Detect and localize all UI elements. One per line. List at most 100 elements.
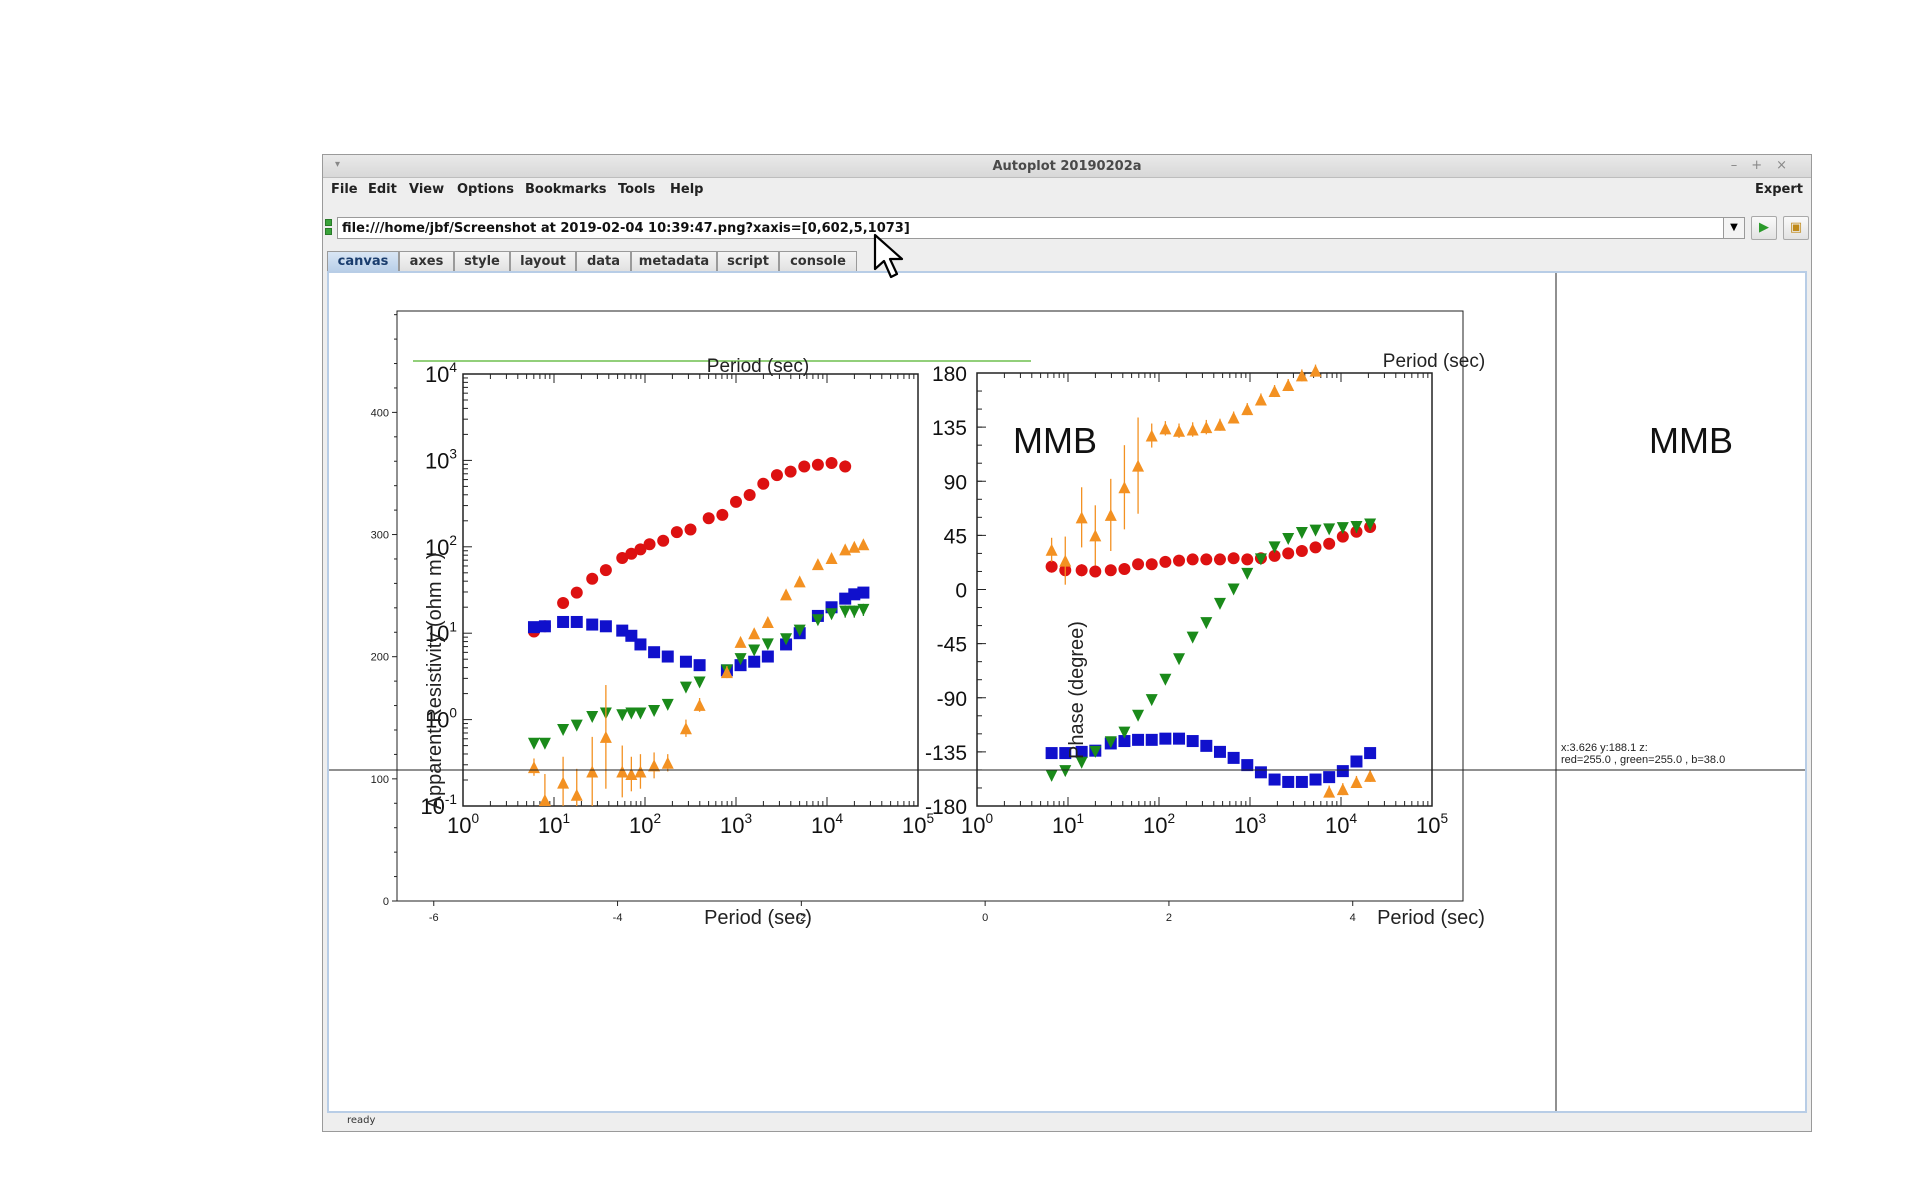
data-point-triangle-up <box>648 759 661 772</box>
close-icon[interactable]: × <box>1776 158 1801 173</box>
data-point-triangle-down <box>1254 553 1267 566</box>
data-point-circle <box>1323 537 1336 550</box>
tab-style[interactable]: style <box>454 251 510 271</box>
x-tick-label: 105 <box>1416 811 1448 838</box>
menu-options[interactable]: Options <box>457 182 514 197</box>
minimize-icon[interactable]: – <box>1730 158 1752 173</box>
data-point-triangle-down <box>1173 653 1186 666</box>
data-source-icon <box>325 219 333 237</box>
data-point-triangle-down <box>793 624 806 637</box>
y-tick-label: -180 <box>925 796 967 819</box>
data-point-triangle-down <box>625 707 638 720</box>
data-point-circle <box>825 456 838 469</box>
data-point-triangle-up <box>848 540 861 553</box>
data-point-triangle-up <box>1213 418 1226 431</box>
window-menu-icon[interactable]: ▾ <box>335 159 341 170</box>
uri-dropdown-icon[interactable]: ▼ <box>1723 217 1745 239</box>
left-top-xlabel: Period (sec) <box>707 356 809 377</box>
data-point-circle <box>570 586 583 599</box>
data-point-triangle-up <box>679 722 692 735</box>
status-bar: ready <box>347 1115 376 1126</box>
plot-canvas[interactable]: -6 -4 -2 0 2 4 0 100 200 300 400 Period (sec) Peri… <box>329 273 1805 1111</box>
data-point-triangle-down <box>1268 541 1281 554</box>
data-point-triangle-up <box>793 575 806 588</box>
data-point-square <box>1075 745 1088 758</box>
maximize-icon[interactable]: + <box>1751 158 1777 173</box>
x-tick-label: 101 <box>538 811 570 838</box>
data-point-triangle-up <box>1059 554 1072 567</box>
data-point-triangle-up <box>1241 403 1254 416</box>
data-point-triangle-up <box>693 698 706 711</box>
data-point-square <box>748 655 761 668</box>
data-point-triangle-down <box>734 653 747 666</box>
canvas-panel[interactable]: -6 -4 -2 0 2 4 0 100 200 300 400 Period (sec) Peri… <box>327 271 1807 1113</box>
data-point-triangle-down <box>1227 583 1240 596</box>
data-point-triangle-down <box>1350 520 1363 533</box>
data-point-square <box>1213 745 1226 758</box>
data-point-triangle-up <box>599 730 612 743</box>
y-tick-label: 180 <box>932 363 967 386</box>
open-folder-icon[interactable]: ▣ <box>1783 216 1809 240</box>
right-bottom-xlabel: Period (sec) <box>1377 907 1485 929</box>
data-point-circle <box>557 596 570 609</box>
data-point-triangle-down <box>586 711 599 724</box>
data-point-circle <box>839 460 852 473</box>
data-point-triangle-down <box>527 737 540 750</box>
data-point-square <box>616 624 629 637</box>
y-tick-label: 102 <box>425 533 457 560</box>
data-point-triangle-up <box>1045 543 1058 556</box>
data-point-triangle-up <box>538 793 551 806</box>
menu-edit[interactable]: Edit <box>368 182 397 197</box>
data-point-triangle-up <box>1118 481 1131 494</box>
y-tick-label: 135 <box>932 417 967 440</box>
data-point-triangle-up <box>734 635 747 648</box>
data-point-circle <box>1089 565 1102 578</box>
window-controls[interactable]: –+× <box>1731 158 1801 173</box>
data-point-square <box>634 638 647 651</box>
data-point-triangle-up <box>1186 423 1199 436</box>
data-point-circle <box>670 526 683 539</box>
left-station-label: MMB <box>1013 420 1097 461</box>
data-point-square <box>527 621 540 634</box>
x-tick-label: 104 <box>811 811 843 838</box>
right-top-xlabel: Period (sec) <box>1383 351 1485 372</box>
x-tick-label: 105 <box>902 811 934 838</box>
tab-data[interactable]: data <box>576 251 631 271</box>
data-point-square <box>1282 775 1295 788</box>
data-point-circle <box>1132 558 1145 571</box>
data-point-circle <box>657 534 670 547</box>
data-point-circle <box>1227 552 1240 565</box>
data-point-circle <box>1104 564 1117 577</box>
tab-script[interactable]: script <box>717 251 779 271</box>
menu-file[interactable]: File <box>331 182 358 197</box>
go-button[interactable]: ▶ <box>1751 216 1777 240</box>
y-tick-label: -45 <box>937 634 967 657</box>
menu-help[interactable]: Help <box>670 182 704 197</box>
autoplot-window: ▾ Autoplot 20190202a –+× File Edit View … <box>322 154 1812 1132</box>
data-point-triangle-down <box>1336 522 1349 535</box>
menu-view[interactable]: View <box>409 182 445 197</box>
outer-axes: -6 -4 -2 0 2 4 0 100 200 300 400 <box>371 310 1464 924</box>
data-point-triangle-up <box>857 538 870 551</box>
data-point-circle <box>798 460 811 473</box>
tab-canvas[interactable]: canvas <box>327 251 399 271</box>
tab-console[interactable]: console <box>779 251 857 271</box>
data-point-square <box>1268 773 1281 786</box>
data-point-triangle-down <box>1132 709 1145 722</box>
tab-layout[interactable]: layout <box>510 251 576 271</box>
menu-tools[interactable]: Tools <box>618 182 656 197</box>
expert-menu[interactable]: Expert <box>1754 182 1803 197</box>
menu-bookmarks[interactable]: Bookmarks <box>525 182 607 197</box>
uri-input[interactable] <box>337 217 1730 239</box>
data-point-square <box>761 650 774 663</box>
outer-x-tick-label: 2 <box>1166 912 1172 924</box>
tab-axes[interactable]: axes <box>399 251 454 271</box>
tab-metadata[interactable]: metadata <box>631 251 717 271</box>
data-point-triangle-down <box>1295 526 1308 539</box>
data-point-circle <box>716 508 729 521</box>
y-tick-label: 10-1 <box>420 792 457 819</box>
data-point-triangle-down <box>748 644 761 657</box>
data-point-triangle-down <box>661 698 674 711</box>
data-point-square <box>586 618 599 631</box>
